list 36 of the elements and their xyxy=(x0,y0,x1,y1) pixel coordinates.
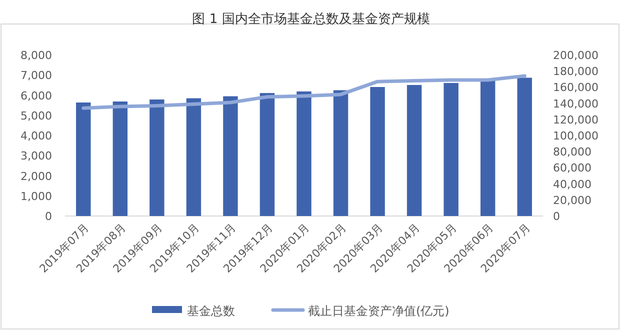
y2-tick-label: 60,000 xyxy=(553,162,592,175)
y2-tick-label: 200,000 xyxy=(553,49,598,62)
bar xyxy=(186,98,202,216)
y2-tick-label: 180,000 xyxy=(553,65,598,78)
bar xyxy=(260,93,275,216)
chart-title: 图 1 国内全市场基金总数及基金资产规模 xyxy=(192,12,430,27)
y-tick-label: 1,000 xyxy=(20,190,52,203)
y2-tick-label: 0 xyxy=(553,210,560,223)
bar xyxy=(76,102,91,216)
bar xyxy=(223,96,238,216)
y2-tick-label: 20,000 xyxy=(553,194,592,207)
y-tick-label: 4,000 xyxy=(20,130,52,142)
y-tick-label: 7,000 xyxy=(20,69,52,82)
legend-label: 基金总数 xyxy=(187,304,235,318)
y2-tick-label: 120,000 xyxy=(553,113,598,126)
y-tick-label: 3,000 xyxy=(20,150,52,163)
legend-label: 截止日基金资产净值(亿元) xyxy=(308,304,450,318)
y2-tick-label: 140,000 xyxy=(553,97,598,110)
bar xyxy=(517,78,532,216)
bar xyxy=(150,99,164,216)
y-tick-label: 2,000 xyxy=(20,170,52,183)
bar xyxy=(370,87,385,216)
y-tick-label: 8,000 xyxy=(20,49,52,62)
y2-tick-label: 40,000 xyxy=(553,178,592,191)
bar xyxy=(406,84,422,216)
bar xyxy=(444,82,458,216)
y2-tick-label: 100,000 xyxy=(553,130,598,142)
y2-tick-label: 160,000 xyxy=(553,81,598,94)
bar xyxy=(333,90,348,216)
y-tick-label: 6,000 xyxy=(20,89,52,102)
bar xyxy=(480,80,496,216)
y2-tick-label: 80,000 xyxy=(553,146,592,159)
bar xyxy=(296,91,312,216)
y-tick-label: 0 xyxy=(45,210,52,223)
y-tick-label: 5,000 xyxy=(20,109,52,122)
bar xyxy=(112,101,128,216)
